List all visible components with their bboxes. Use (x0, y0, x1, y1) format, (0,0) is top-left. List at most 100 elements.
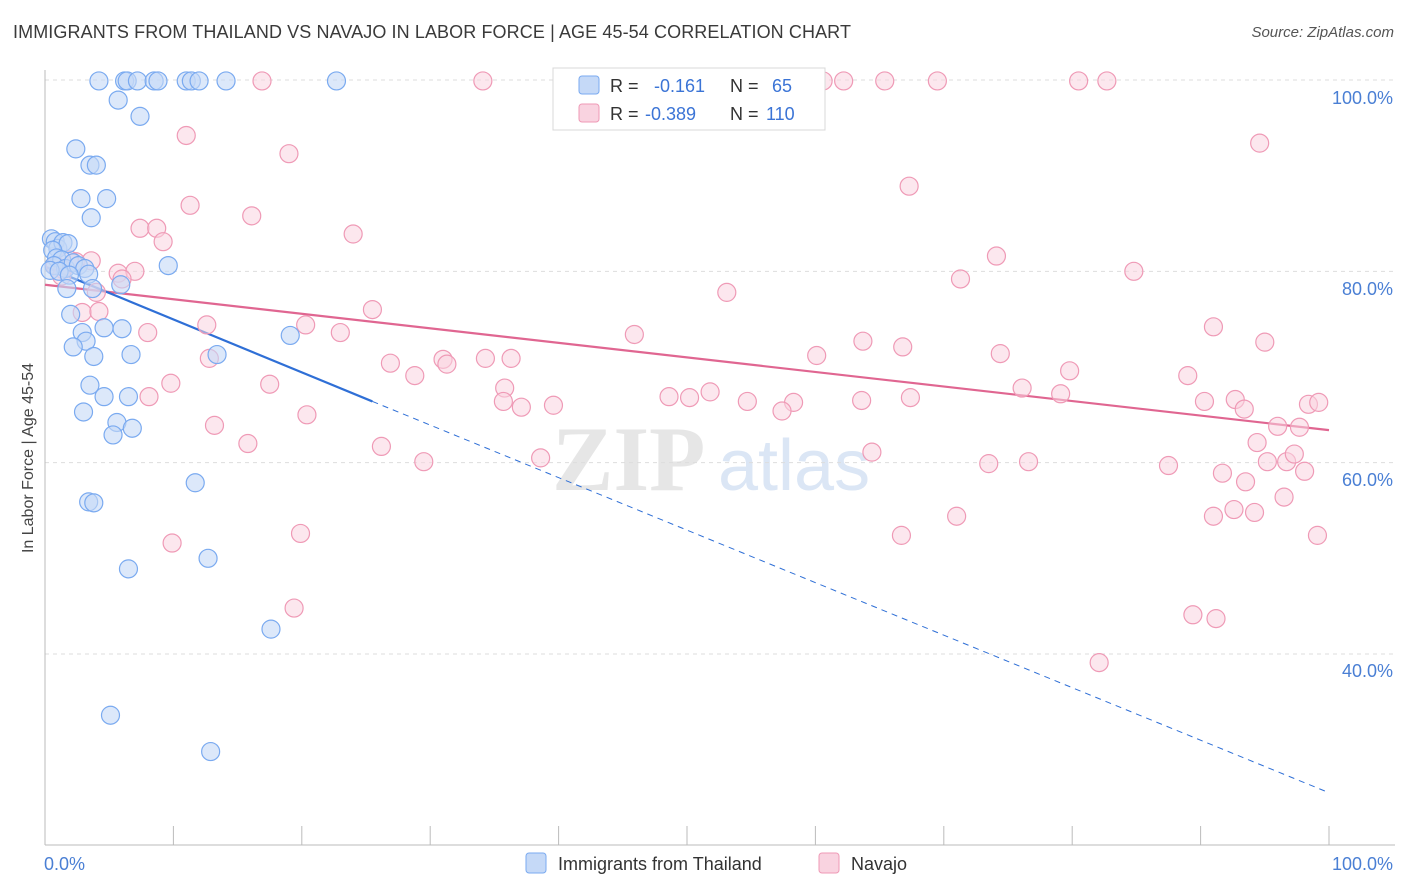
navajo-point (252, 71, 272, 91)
thailand-point (122, 418, 142, 438)
navajo-point (852, 390, 872, 411)
thailand-point (111, 275, 131, 295)
thailand-point (71, 189, 91, 209)
navajo-point (204, 415, 225, 435)
axes (44, 70, 1395, 846)
navajo-point (834, 71, 854, 91)
thailand-point (81, 208, 101, 228)
thailand-point (207, 344, 227, 365)
thailand-point (326, 71, 347, 91)
navajo-point (89, 301, 109, 322)
thailand-point (108, 90, 128, 110)
thailand-point (189, 71, 209, 91)
thailand-point (198, 548, 218, 568)
legend-swatch-thailand (525, 852, 547, 874)
thailand-point (201, 741, 221, 762)
y-tick-label-40: 40.0% (1342, 661, 1393, 681)
thailand-point (127, 71, 148, 91)
navajo-point (473, 71, 493, 91)
thailand-point (112, 319, 132, 339)
thailand-point (66, 139, 86, 159)
navajo-point (1309, 392, 1329, 412)
navajo-point (197, 315, 217, 335)
navajo-point (296, 315, 316, 335)
thailand-points (40, 71, 347, 762)
navajo-point (330, 322, 350, 343)
navajo-point (700, 382, 720, 402)
navajo-point (1247, 432, 1267, 453)
navajo-point (511, 397, 531, 417)
thailand-point (158, 255, 178, 276)
navajo-point (475, 348, 496, 368)
thailand-point (216, 71, 236, 91)
navajo-point (717, 282, 737, 302)
navajo-point (772, 401, 792, 421)
thailand-point (280, 325, 300, 346)
navajo-point (1183, 605, 1203, 625)
legend-label-navajo: Navajo (851, 854, 907, 874)
watermark: ZIP atlas (552, 408, 870, 510)
navajo-point (260, 374, 280, 394)
y-tick-label-100: 100.0% (1332, 88, 1393, 108)
navajo-point (624, 324, 644, 345)
navajo-point (1203, 317, 1224, 337)
thailand-point (148, 71, 168, 91)
navajo-point (139, 387, 159, 407)
navajo-point (153, 232, 173, 252)
navajo-point (1224, 499, 1244, 520)
navajo-point (891, 525, 912, 545)
trend-line-navajo (44, 283, 1330, 432)
navajo-point (543, 395, 564, 415)
navajo-point (493, 391, 513, 412)
navajo-point (130, 218, 150, 238)
navajo-point (176, 125, 196, 146)
navajo-point (1234, 399, 1254, 419)
navajo-point (679, 388, 700, 408)
navajo-point (1284, 444, 1304, 464)
thailand-point (261, 619, 281, 639)
navajo-point (893, 337, 913, 357)
navajo-point (1178, 366, 1198, 386)
navajo-point (1194, 391, 1215, 412)
thailand-point (100, 705, 121, 725)
stats-n-value-navajo: 110 (766, 104, 795, 124)
navajo-point (1089, 653, 1109, 673)
y-tick-label-80: 80.0% (1342, 279, 1393, 299)
navajo-point (875, 71, 895, 91)
navajo-point (947, 506, 967, 526)
series-legend: Immigrants from Thailand Navajo (525, 852, 907, 874)
navajo-point (180, 195, 200, 215)
navajo-point (927, 71, 947, 91)
stats-r-value-navajo: -0.389 (645, 104, 696, 124)
thailand-point (94, 318, 114, 338)
thailand-point (118, 387, 139, 407)
source-label: Source: ZipAtlas.com (1251, 24, 1394, 41)
navajo-point (1244, 502, 1265, 523)
navajo-point (380, 353, 400, 373)
navajo-point (862, 442, 882, 462)
navajo-point (501, 348, 521, 368)
stats-r-label-thailand: R = (610, 76, 639, 96)
navajo-point (979, 454, 999, 474)
navajo-point (1289, 417, 1310, 437)
navajo-point (284, 598, 304, 618)
thailand-point (89, 71, 109, 91)
thailand-point (103, 425, 123, 445)
navajo-point (1051, 384, 1071, 404)
thailand-point (94, 387, 114, 407)
navajo-point (531, 448, 551, 468)
stats-legend: R = -0.161 N = 65 R = -0.389 N = 110 (552, 67, 826, 131)
navajo-point (853, 331, 873, 351)
thailand-point (82, 278, 103, 299)
y-tick-labels: 40.0% 60.0% 80.0% 100.0% (1332, 88, 1393, 681)
navajo-point (1203, 506, 1224, 526)
thailand-point (57, 278, 77, 299)
stats-r-value-thailand: -0.161 (654, 76, 705, 96)
navajo-point (279, 144, 299, 164)
navajo-point (405, 366, 425, 386)
navajo-point (437, 354, 457, 374)
y-axis-label: In Labor Force | Age 45-54 (20, 363, 37, 553)
navajo-point (1274, 487, 1294, 507)
legend-swatch-navajo (818, 852, 840, 874)
navajo-point (1060, 361, 1080, 381)
